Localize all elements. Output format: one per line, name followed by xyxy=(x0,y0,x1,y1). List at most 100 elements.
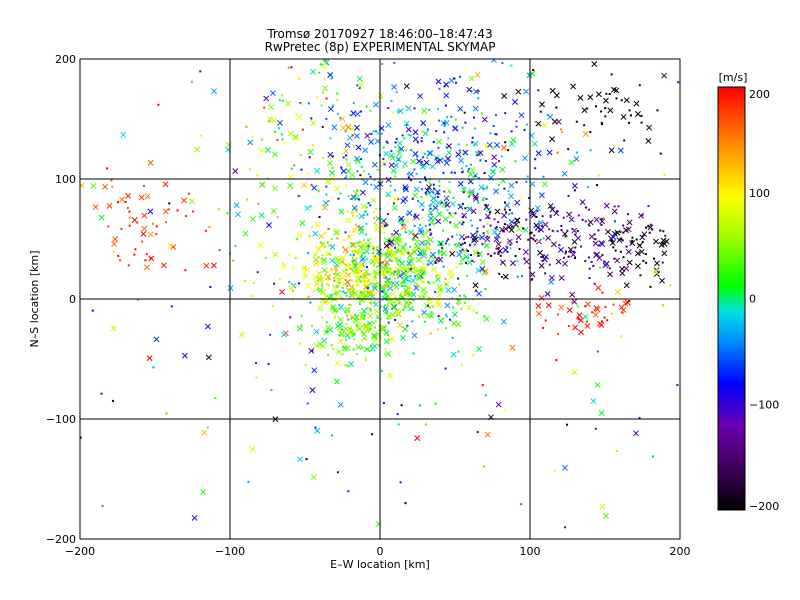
point-dot xyxy=(414,269,417,272)
point-dot xyxy=(327,227,330,230)
point-x xyxy=(311,367,318,374)
point-x xyxy=(281,331,288,338)
point-dot xyxy=(127,264,130,267)
point-dot xyxy=(386,223,389,226)
point-x xyxy=(348,361,355,368)
point-dot xyxy=(385,264,388,267)
point-dot xyxy=(394,189,397,192)
point-dot xyxy=(395,267,398,270)
point-dot xyxy=(325,300,328,303)
point-dot xyxy=(320,258,323,261)
point-x xyxy=(512,99,518,105)
point-dot xyxy=(300,168,303,171)
point-dot xyxy=(326,283,329,286)
point-dot xyxy=(527,238,530,241)
point-dot xyxy=(404,272,407,275)
point-dot xyxy=(407,176,410,179)
point-x xyxy=(317,286,324,293)
point-dot xyxy=(435,274,438,277)
point-dot xyxy=(542,237,545,240)
point-x xyxy=(334,229,341,236)
point-dot xyxy=(398,302,401,305)
point-dot xyxy=(379,317,382,320)
point-x xyxy=(607,107,614,114)
point-dot xyxy=(366,307,369,310)
point-dot xyxy=(348,125,351,128)
point-dot xyxy=(540,225,543,228)
point-dot xyxy=(427,239,430,242)
point-dot xyxy=(373,293,376,296)
point-dot xyxy=(397,273,400,276)
point-dot xyxy=(333,292,336,295)
point-dot xyxy=(602,217,605,220)
point-dot xyxy=(583,124,586,127)
point-dot xyxy=(483,315,486,318)
point-x xyxy=(494,142,500,148)
point-x xyxy=(546,149,553,156)
point-dot xyxy=(450,115,453,118)
point-x xyxy=(535,302,542,309)
point-x xyxy=(427,150,434,157)
point-dot xyxy=(486,235,489,238)
point-dot xyxy=(463,301,466,304)
colorbar-tick-label: −200 xyxy=(749,500,779,513)
point-dot xyxy=(346,364,349,367)
point-dot xyxy=(625,245,628,248)
point-dot xyxy=(352,333,355,336)
point-x xyxy=(416,158,422,165)
point-x xyxy=(258,147,265,154)
point-dot xyxy=(481,384,484,387)
point-dot xyxy=(451,235,454,238)
point-x xyxy=(502,273,509,280)
point-dot xyxy=(556,151,559,154)
point-dot xyxy=(374,255,377,258)
point-dot xyxy=(504,141,507,144)
point-dot xyxy=(420,140,423,143)
y-tick-label: −200 xyxy=(46,533,76,546)
point-dot xyxy=(335,294,338,297)
point-x xyxy=(652,268,659,275)
point-x xyxy=(535,150,542,157)
point-x xyxy=(423,159,430,166)
point-x xyxy=(566,211,573,218)
point-dot xyxy=(330,434,333,437)
point-x xyxy=(277,119,283,126)
point-x xyxy=(604,228,611,235)
point-dot xyxy=(420,196,423,199)
point-dot xyxy=(376,282,379,285)
point-dot xyxy=(314,426,317,429)
point-dot xyxy=(403,223,406,226)
point-dot xyxy=(309,205,312,208)
point-dot xyxy=(439,243,442,246)
point-x xyxy=(90,183,97,189)
point-x xyxy=(111,241,117,247)
point-dot xyxy=(360,254,363,257)
point-dot xyxy=(328,244,331,247)
point-x xyxy=(400,244,407,251)
point-dot xyxy=(610,73,613,76)
point-dot xyxy=(474,127,477,130)
point-dot xyxy=(352,253,355,256)
point-dot xyxy=(458,75,461,78)
point-dot xyxy=(345,154,348,157)
point-dot xyxy=(469,163,472,166)
point-x xyxy=(452,125,459,132)
point-dot xyxy=(443,190,446,193)
point-x xyxy=(515,88,522,95)
point-dot xyxy=(432,305,435,308)
point-dot xyxy=(522,227,525,230)
point-x xyxy=(344,142,351,149)
point-dot xyxy=(362,265,365,268)
point-dot xyxy=(325,330,328,333)
point-dot xyxy=(354,261,357,264)
point-x xyxy=(412,136,419,143)
point-dot xyxy=(477,251,480,254)
point-dot xyxy=(465,165,468,168)
colorbar-gradient xyxy=(717,86,746,511)
point-x xyxy=(392,195,399,202)
point-x xyxy=(340,255,346,261)
point-x xyxy=(269,90,276,97)
point-dot xyxy=(664,234,667,237)
point-dot xyxy=(432,141,435,144)
point-dot xyxy=(341,287,344,290)
